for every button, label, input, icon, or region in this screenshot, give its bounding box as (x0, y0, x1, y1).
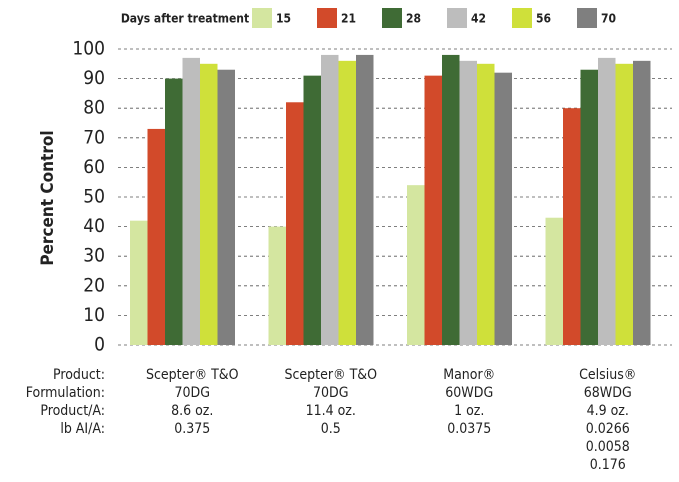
y-tick-label: 60 (83, 156, 105, 178)
bar (338, 60, 356, 346)
bar (563, 108, 581, 345)
bar (303, 75, 321, 345)
y-tick-label: 30 (83, 245, 105, 267)
y-tick-label: 50 (83, 186, 105, 208)
y-tick-label: 80 (83, 97, 105, 119)
bar (545, 217, 563, 345)
legend-label: 21 (341, 12, 356, 26)
bar (217, 69, 235, 345)
category-label: Scepter® T&O (284, 367, 377, 383)
legend-label: 56 (536, 12, 551, 26)
bar (182, 57, 200, 345)
bar (615, 63, 633, 346)
table-cell: 0.0375 (447, 421, 491, 437)
row-label: Product/A: (40, 403, 105, 419)
bar (424, 75, 442, 345)
legend-label: 42 (471, 12, 486, 26)
bar (494, 72, 512, 346)
row-label: lb AI/A: (60, 421, 105, 437)
row-label: Product: (53, 367, 105, 383)
legend-swatch (447, 8, 467, 28)
y-tick-label: 20 (83, 274, 105, 296)
category-label: Manor® (443, 367, 495, 383)
bar (321, 54, 339, 346)
legend-label: 70 (601, 12, 616, 26)
bar (459, 60, 477, 346)
table-cell: 0.5 (321, 421, 341, 437)
table-cell: 11.4 oz. (306, 403, 356, 419)
table-cell: 1 oz. (454, 403, 484, 419)
y-tick-label: 70 (83, 126, 105, 148)
table-cell: 0.176 (590, 457, 626, 473)
y-tick-label: 40 (83, 215, 105, 237)
table-cell: 60WDG (445, 385, 493, 401)
table-cell: 8.6 oz. (171, 403, 213, 419)
table-cell: 68WDG (584, 385, 632, 401)
legend-swatch (252, 8, 272, 28)
bar (200, 63, 218, 346)
bar (633, 60, 651, 346)
table-cell: 70DG (175, 385, 211, 401)
legend-label: 15 (276, 12, 291, 26)
bar (165, 78, 183, 345)
legend-swatch (512, 8, 532, 28)
legend-swatch (317, 8, 337, 28)
bar (477, 63, 495, 346)
table-cell: 70DG (313, 385, 349, 401)
table-cell: 4.9 oz. (587, 403, 629, 419)
row-label: Formulation: (26, 385, 105, 401)
bar (286, 102, 304, 345)
bar (598, 57, 616, 345)
legend-swatch (382, 8, 402, 28)
bar (442, 54, 460, 346)
y-tick-label: 90 (83, 67, 105, 89)
table-cell: 0.0266 (586, 421, 630, 437)
category-label: Celsius® (579, 367, 636, 383)
legend-label: 28 (406, 12, 421, 26)
table-cell: 0.0058 (586, 439, 630, 455)
bar (356, 54, 374, 346)
y-tick-label: 0 (94, 334, 105, 356)
category-label: Scepter® T&O (146, 367, 239, 383)
bar (268, 226, 286, 345)
legend-swatch (577, 8, 597, 28)
legend-title: Days after treatment (121, 12, 249, 26)
y-tick-label: 100 (72, 38, 105, 60)
bar (147, 128, 165, 345)
y-axis-title: Percent Control (38, 130, 58, 265)
bar (407, 185, 425, 345)
y-tick-label: 10 (83, 304, 105, 326)
bar (580, 69, 598, 345)
table-cell: 0.375 (174, 421, 210, 437)
bar (130, 220, 148, 345)
